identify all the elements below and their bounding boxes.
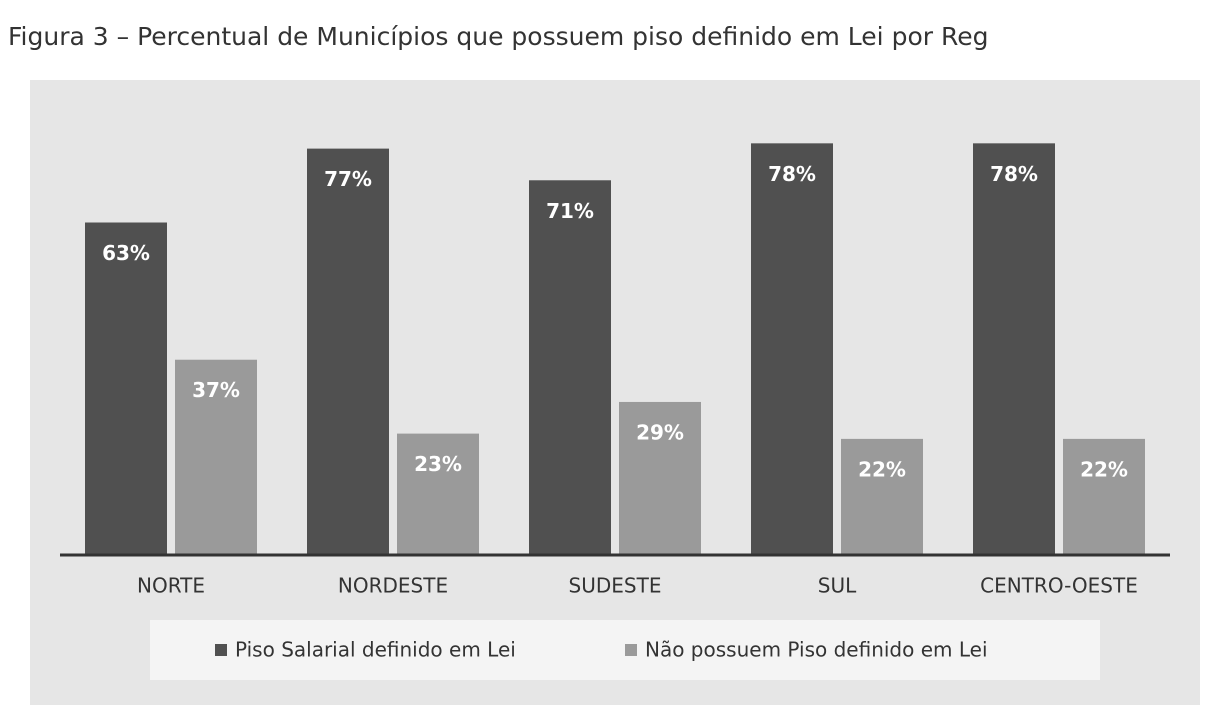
- data-label: 29%: [636, 420, 684, 444]
- data-label: 63%: [102, 241, 150, 265]
- bar: [529, 180, 611, 555]
- x-tick-label: NORTE: [137, 574, 205, 598]
- bar: [397, 433, 479, 555]
- data-label: 22%: [1080, 457, 1128, 481]
- bar: [841, 438, 923, 555]
- bar: [1063, 438, 1145, 555]
- x-tick-label: CENTRO-OESTE: [980, 574, 1138, 598]
- x-tick-label: SUDESTE: [569, 574, 662, 598]
- data-label: 37%: [192, 378, 240, 402]
- bar: [175, 359, 257, 555]
- bar: [619, 401, 701, 555]
- bar: [85, 222, 167, 555]
- data-label: 71%: [546, 199, 594, 223]
- legend-label: Piso Salarial definido em Lei: [235, 638, 516, 662]
- bar: [307, 148, 389, 555]
- bar: [751, 143, 833, 556]
- chart-title: Figura 3 – Percentual de Municípios que …: [8, 22, 988, 51]
- x-tick-label: NORDESTE: [338, 574, 448, 598]
- x-tick-label: SUL: [818, 574, 857, 598]
- data-label: 22%: [858, 457, 906, 481]
- data-label: 78%: [768, 162, 816, 186]
- data-label: 23%: [414, 452, 462, 476]
- legend-swatch: [625, 644, 637, 656]
- bar: [973, 143, 1055, 556]
- data-label: 77%: [324, 167, 372, 191]
- legend-label: Não possuem Piso definido em Lei: [645, 638, 988, 662]
- data-label: 78%: [990, 162, 1038, 186]
- legend-swatch: [215, 644, 227, 656]
